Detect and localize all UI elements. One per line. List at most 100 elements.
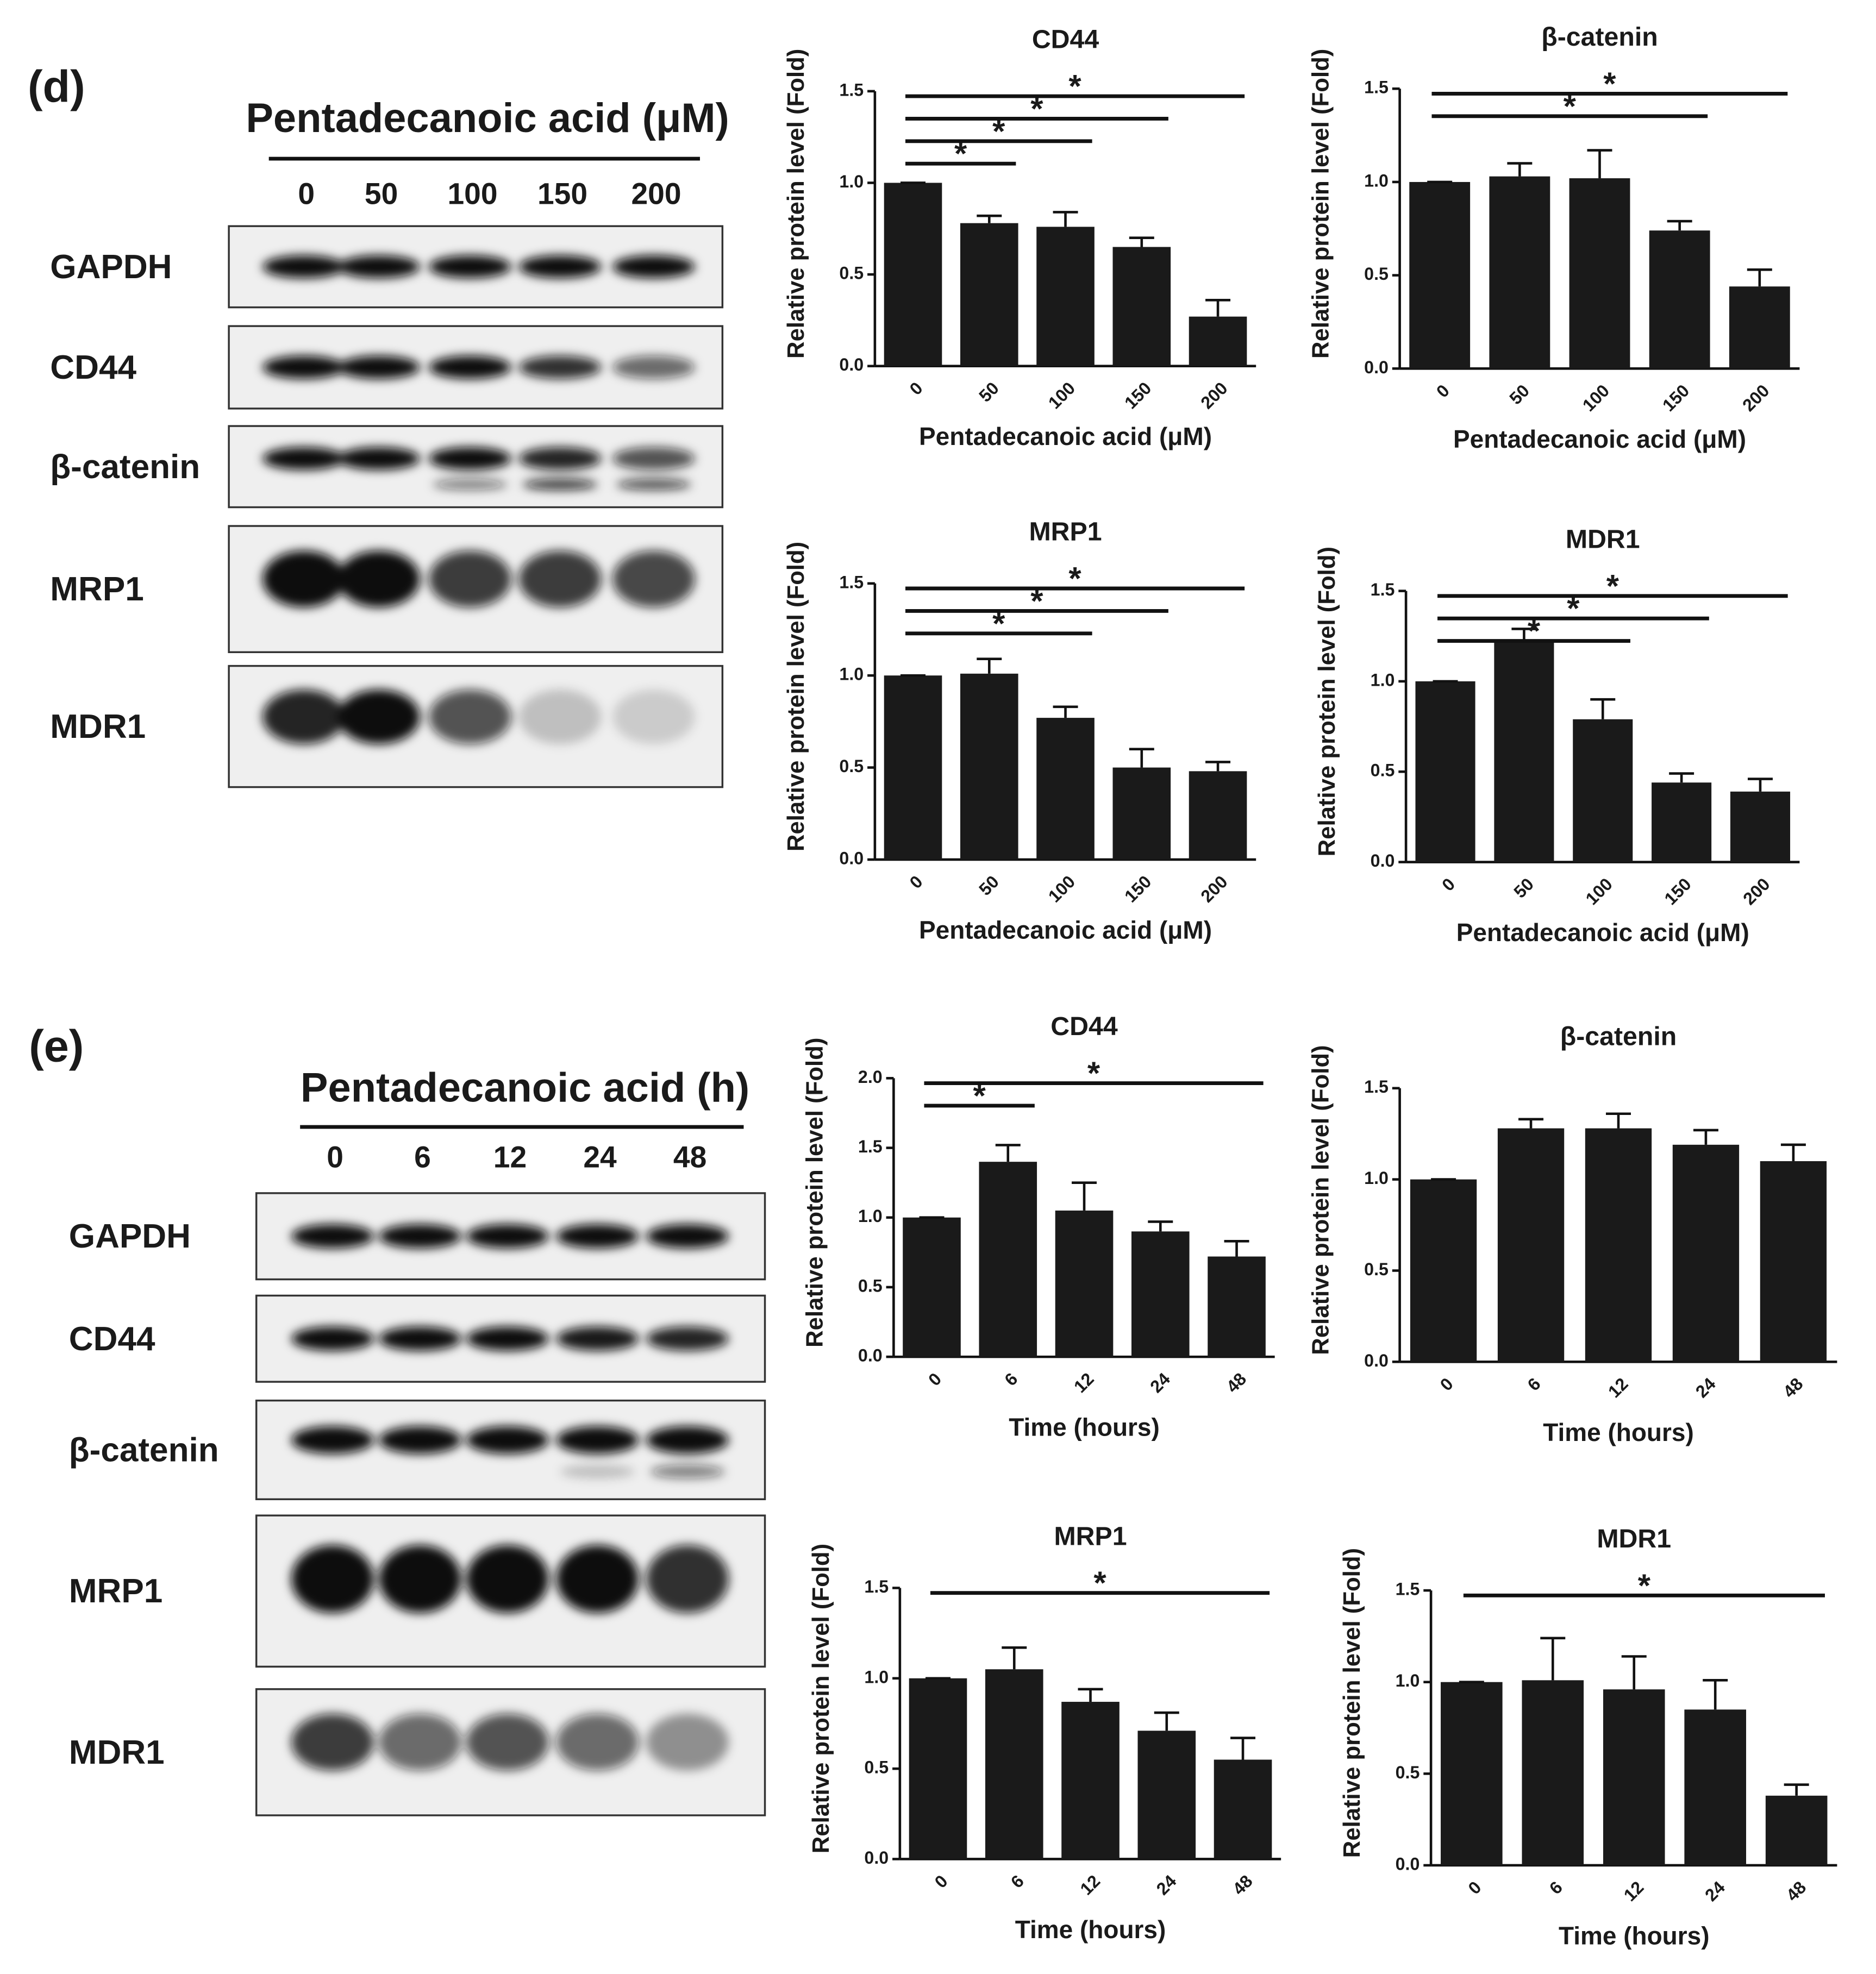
band: [337, 447, 420, 470]
y-tick-label: 1.5: [1364, 1077, 1389, 1096]
error-bar: [1154, 1711, 1179, 1731]
error-bar: [1511, 628, 1537, 640]
bar: [1036, 718, 1095, 860]
bar: [1494, 640, 1554, 862]
band: [556, 1545, 639, 1613]
y-axis-label: Relative protein level (Fold): [1308, 49, 1334, 359]
x-tick-label: 100: [1045, 872, 1079, 906]
error-bar: [1518, 1118, 1544, 1129]
bar: [960, 673, 1018, 860]
x-tick-label: 24: [1153, 1871, 1180, 1899]
band: [646, 1426, 729, 1454]
chart-title: MRP1: [1054, 1521, 1127, 1551]
error-bar: [977, 657, 1002, 674]
x-tick-label: 200: [1739, 874, 1773, 908]
x-tick-label: 0: [1433, 381, 1453, 402]
x-tick-label: 150: [1121, 378, 1155, 412]
band: [337, 690, 420, 744]
blot-title: Pentadecanoic acid (μM): [246, 95, 729, 141]
band: [556, 1714, 639, 1771]
x-axis-label: Time (hours): [1559, 1921, 1710, 1950]
band: [518, 690, 602, 744]
y-tick-label: 0.0: [858, 1346, 883, 1365]
band: [612, 550, 695, 607]
protein-label: GAPDH: [69, 1218, 191, 1255]
x-tick-label: 100: [1582, 874, 1616, 908]
band: [262, 447, 345, 470]
bar: [1684, 1709, 1747, 1865]
bar: [1573, 719, 1633, 862]
y-axis-label: Relative protein level (Fold): [808, 1544, 834, 1853]
band: [429, 355, 511, 379]
x-axis-label: Pentadecanoic acid (μM): [1453, 425, 1746, 453]
bar: [1189, 771, 1247, 860]
band: [522, 479, 598, 491]
error-bar: [1072, 1181, 1097, 1211]
error-bar: [995, 1144, 1021, 1162]
x-tick-label: 50: [975, 872, 1003, 899]
x-tick-label: 24: [1701, 1877, 1729, 1905]
y-tick-label: 1.5: [858, 1137, 883, 1156]
band: [262, 255, 345, 278]
y-tick-label: 0.5: [864, 1758, 889, 1777]
band: [466, 1714, 549, 1771]
significance-label: *: [1603, 65, 1616, 102]
chart-title: MDR1: [1566, 524, 1640, 554]
y-tick-label: 0.5: [1364, 264, 1389, 284]
bands: [262, 255, 695, 278]
chart-title: CD44: [1050, 1012, 1118, 1041]
error-bar: [1053, 705, 1078, 718]
y-axis-label: Relative protein level (Fold): [801, 1038, 828, 1348]
chart-title: β-catenin: [1560, 1022, 1677, 1051]
bar: [1208, 1256, 1266, 1357]
protein-label: MRP1: [50, 571, 143, 608]
x-axis-label: Time (hours): [1543, 1418, 1694, 1446]
bands: [262, 690, 695, 744]
band: [616, 479, 691, 491]
band: [337, 355, 420, 379]
significance-label: *: [1606, 568, 1619, 604]
band: [518, 447, 602, 470]
x-tick-label: 12: [1070, 1369, 1098, 1396]
error-bar: [1693, 1129, 1718, 1145]
bar: [1585, 1128, 1652, 1362]
band: [337, 255, 420, 278]
lane-label: 100: [447, 177, 497, 211]
x-tick-label: 200: [1197, 872, 1231, 906]
significance-label: *: [1638, 1567, 1651, 1603]
y-tick-label: 0.5: [1364, 1259, 1389, 1279]
y-tick-label: 0.0: [1396, 1854, 1420, 1873]
lane-label: 50: [365, 177, 398, 211]
band: [429, 255, 511, 278]
error-bar: [1780, 1143, 1806, 1162]
band: [612, 355, 695, 379]
band: [291, 1224, 374, 1249]
lane-label: 150: [537, 177, 587, 211]
y-tick-label: 0.0: [1364, 1351, 1389, 1370]
band: [379, 1224, 461, 1249]
band: [262, 690, 345, 744]
lane-label: 6: [414, 1140, 431, 1174]
error-bar: [1002, 1646, 1027, 1670]
bar: [1409, 181, 1471, 369]
x-tick-label: 50: [1510, 874, 1537, 902]
bar: [985, 1669, 1043, 1859]
bar: [1189, 316, 1247, 366]
error-bar: [1129, 236, 1154, 247]
x-tick-label: 0: [924, 1369, 945, 1389]
bar: [1497, 1128, 1565, 1362]
band: [518, 550, 602, 607]
error-bar: [1621, 1655, 1647, 1690]
error-bar: [1606, 1112, 1631, 1129]
x-tick-label: 48: [1783, 1877, 1810, 1905]
bands: [262, 355, 695, 379]
bar: [1652, 782, 1712, 862]
y-tick-label: 2.0: [858, 1067, 883, 1087]
x-tick-label: 150: [1659, 381, 1693, 415]
x-tick-label: 6: [1524, 1374, 1544, 1395]
protein-label: β-catenin: [50, 448, 200, 486]
y-axis-label: Relative protein level (Fold): [783, 49, 809, 359]
x-tick-label: 12: [1076, 1871, 1104, 1899]
x-tick-label: 100: [1579, 381, 1613, 415]
